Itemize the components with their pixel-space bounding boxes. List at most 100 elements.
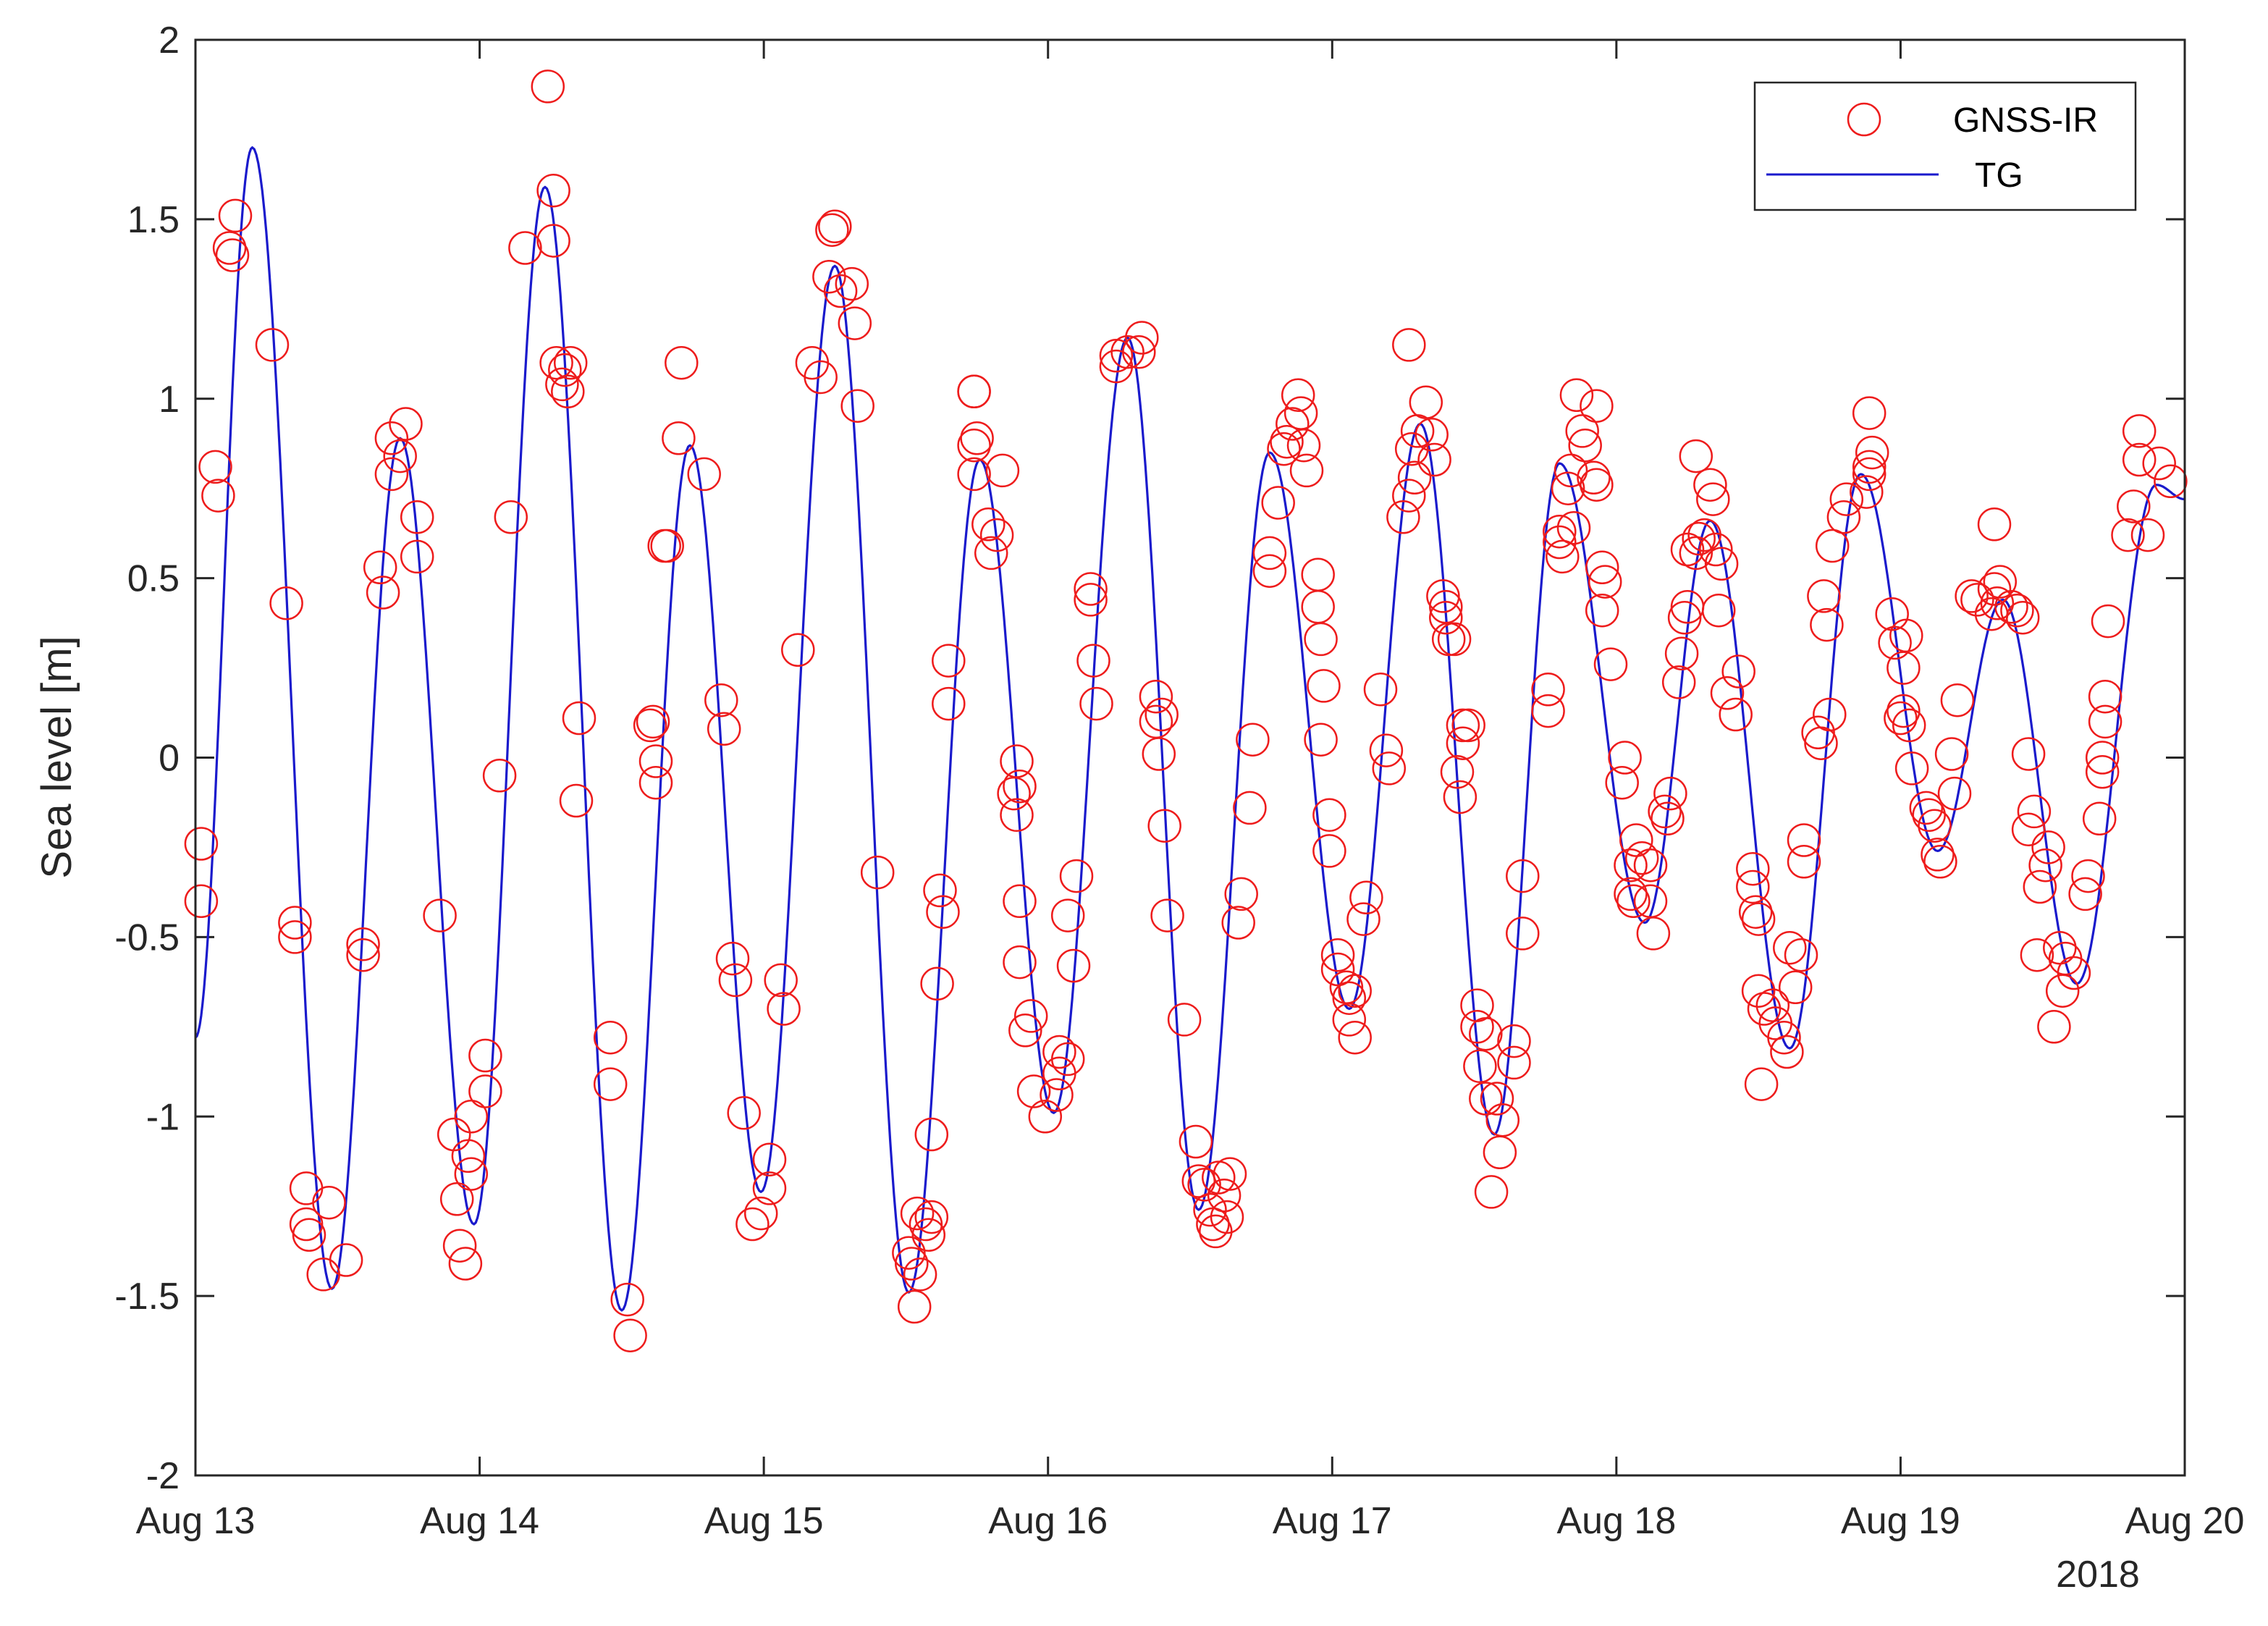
gnss-ir-point xyxy=(329,1243,363,1277)
y-tick-label: 2 xyxy=(159,20,180,62)
gnss-ir-point xyxy=(1349,880,1383,915)
gnss-ir-point xyxy=(1074,572,1108,606)
gnss-ir-point xyxy=(1889,618,1923,653)
gnss-ir-point xyxy=(818,209,852,244)
gnss-ir-point xyxy=(979,518,1014,552)
gnss-ir-point xyxy=(1633,848,1668,882)
gnss-ir-point xyxy=(1651,801,1685,836)
gnss-ir-point xyxy=(548,353,582,387)
gnss-ir-point xyxy=(1474,1175,1509,1209)
gnss-ir-point xyxy=(662,421,696,455)
gnss-ir-point xyxy=(198,450,232,484)
gnss-ir-point xyxy=(985,453,1020,488)
gnss-ir-point xyxy=(1369,733,1404,767)
gnss-ir-point xyxy=(1829,482,1864,516)
gnss-ir-point xyxy=(1142,737,1176,771)
gnss-ir-point xyxy=(1593,647,1628,681)
y-tick-label: -1.5 xyxy=(114,1276,180,1318)
gnss-ir-point xyxy=(269,586,303,620)
gnss-ir-point xyxy=(1392,328,1426,362)
x-tick-label: Aug 14 xyxy=(420,1500,539,1542)
gnss-ir-point xyxy=(1125,321,1159,355)
gnss-ir-point xyxy=(2122,442,2157,477)
gnss-ir-point xyxy=(2028,848,2062,882)
gnss-ir-point xyxy=(1122,335,1156,369)
y-tick-label: -2 xyxy=(146,1455,180,1497)
gnss-ir-point xyxy=(1485,1103,1520,1137)
x-tick-label: Aug 16 xyxy=(988,1500,1108,1542)
gnss-ir-point xyxy=(1955,579,1989,613)
gnss-ir-point xyxy=(895,1247,929,1281)
gnss-ir-point xyxy=(1614,877,1648,911)
gnss-ir-point xyxy=(1696,482,1730,516)
gnss-ir-point xyxy=(1506,859,1540,893)
gnss-ir-point xyxy=(1443,780,1477,814)
gnss-ir-point xyxy=(1554,453,1588,488)
gnss-ir-point xyxy=(1892,708,1926,743)
gnss-ir-point xyxy=(909,1207,943,1242)
gnss-ir-point xyxy=(1193,1192,1227,1227)
gnss-ir-point xyxy=(1884,701,1918,736)
gnss-ir-point xyxy=(2117,489,2151,523)
gnss-ir-point xyxy=(218,198,253,233)
gnss-ir-point xyxy=(1397,460,1432,495)
gnss-ir-point xyxy=(1003,769,1037,804)
gnss-ir-point xyxy=(1040,1078,1074,1112)
gnss-ir-point xyxy=(536,224,570,258)
gnss-ir-point xyxy=(184,827,219,861)
gnss-ir-point xyxy=(1983,565,2018,599)
gnss-ir-point xyxy=(1003,884,1037,919)
gnss-ir-point xyxy=(1852,450,1887,484)
gnss-ir-point xyxy=(1923,845,1957,879)
gnss-ir-point xyxy=(1110,335,1144,369)
gnss-ir-point xyxy=(400,539,434,574)
gnss-ir-point xyxy=(292,1218,326,1252)
gnss-ir-point xyxy=(1028,1100,1063,1134)
gnss-ir-point xyxy=(1773,930,1807,965)
gnss-ir-point xyxy=(971,507,1006,542)
gnss-ir-point xyxy=(312,1185,346,1220)
gnss-ir-point xyxy=(911,1218,946,1252)
gnss-ir-point xyxy=(804,360,838,395)
gnss-ir-point xyxy=(815,213,849,247)
gnss-ir-point xyxy=(1741,974,1776,1008)
gnss-ir-point xyxy=(1059,859,1094,893)
gnss-ir-point xyxy=(451,1139,486,1174)
gnss-ir-point xyxy=(1616,884,1651,919)
gnss-ir-point xyxy=(1181,1164,1216,1198)
gnss-ir-point xyxy=(1736,851,1770,886)
gnss-ir-point xyxy=(1605,765,1639,800)
gnss-ir-point xyxy=(1580,468,1614,502)
gnss-ir-point xyxy=(1252,536,1287,570)
gnss-ir-point xyxy=(1614,848,1648,882)
gnss-ir-point xyxy=(1469,1016,1503,1051)
gnss-ir-point xyxy=(1276,407,1310,441)
gnss-ir-point xyxy=(633,708,667,743)
x-tick-label: Aug 20 xyxy=(2125,1500,2245,1542)
gnss-ir-point xyxy=(1207,1179,1242,1213)
gnss-ir-point xyxy=(346,938,380,972)
gnss-ir-point xyxy=(1289,453,1324,488)
gnss-ir-point xyxy=(727,1096,761,1130)
gnss-ir-point xyxy=(638,744,673,778)
gnss-ir-point xyxy=(1531,694,1565,728)
gnss-ir-point xyxy=(897,1289,932,1324)
gnss-ir-point xyxy=(1546,539,1580,574)
gnss-ir-point xyxy=(1386,500,1420,534)
gnss-ir-point xyxy=(1738,895,1773,929)
gnss-ir-point xyxy=(1921,838,1955,872)
gnss-ir-point xyxy=(838,306,872,340)
gnss-ir-point xyxy=(823,274,858,308)
gnss-ir-point xyxy=(2068,877,2102,911)
gnss-ir-point xyxy=(840,389,874,423)
plot-frame xyxy=(194,38,2186,1477)
gnss-ir-point xyxy=(1918,809,1952,843)
gnss-ir-point xyxy=(1577,460,1611,495)
gnss-ir-point xyxy=(400,500,434,534)
gnss-ir-point xyxy=(687,457,721,492)
gnss-ir-point xyxy=(1648,794,1682,829)
gnss-ir-point xyxy=(1543,525,1577,560)
gnss-ir-point xyxy=(1608,741,1642,775)
gnss-ir-point xyxy=(735,1207,770,1242)
gnss-ir-point xyxy=(2011,812,2046,846)
